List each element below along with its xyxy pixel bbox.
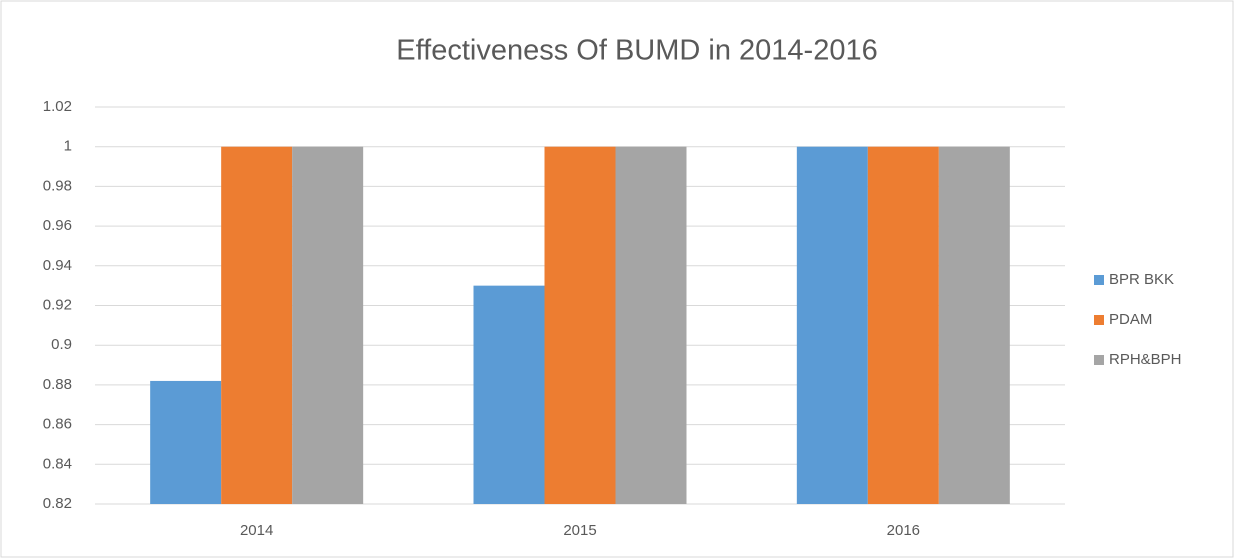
bar [473,285,545,504]
bar [544,146,616,504]
y-tick-label: 0.88 [43,376,72,393]
y-tick-label: 1 [64,138,72,155]
y-tick-label: 1.02 [43,98,72,115]
bar [221,146,293,504]
legend-label: BPR BKK [1109,271,1174,288]
bar [867,146,939,504]
x-tick-label: 2014 [240,522,273,539]
chart-title: Effectiveness Of BUMD in 2014-2016 [396,35,877,67]
legend-swatch [1094,355,1104,365]
y-tick-label: 0.86 [43,416,72,433]
y-tick-label: 0.96 [43,217,72,234]
legend-swatch [1094,315,1104,325]
y-tick-label: 0.82 [43,495,72,512]
y-tick-label: 0.84 [43,455,72,472]
bar [796,146,868,504]
bar [938,146,1010,504]
x-tick-label: 2015 [563,522,596,539]
y-tick-label: 0.92 [43,296,72,313]
y-tick-label: 0.9 [51,336,72,353]
y-tick-label: 0.98 [43,177,72,194]
y-tick-label: 0.94 [43,257,72,274]
x-tick-label: 2016 [887,522,920,539]
legend-label: RPH&BPH [1109,351,1182,368]
legend-label: PDAM [1109,311,1152,328]
bar [615,146,687,504]
bar [150,380,222,504]
legend-swatch [1094,275,1104,285]
bar [292,146,364,504]
